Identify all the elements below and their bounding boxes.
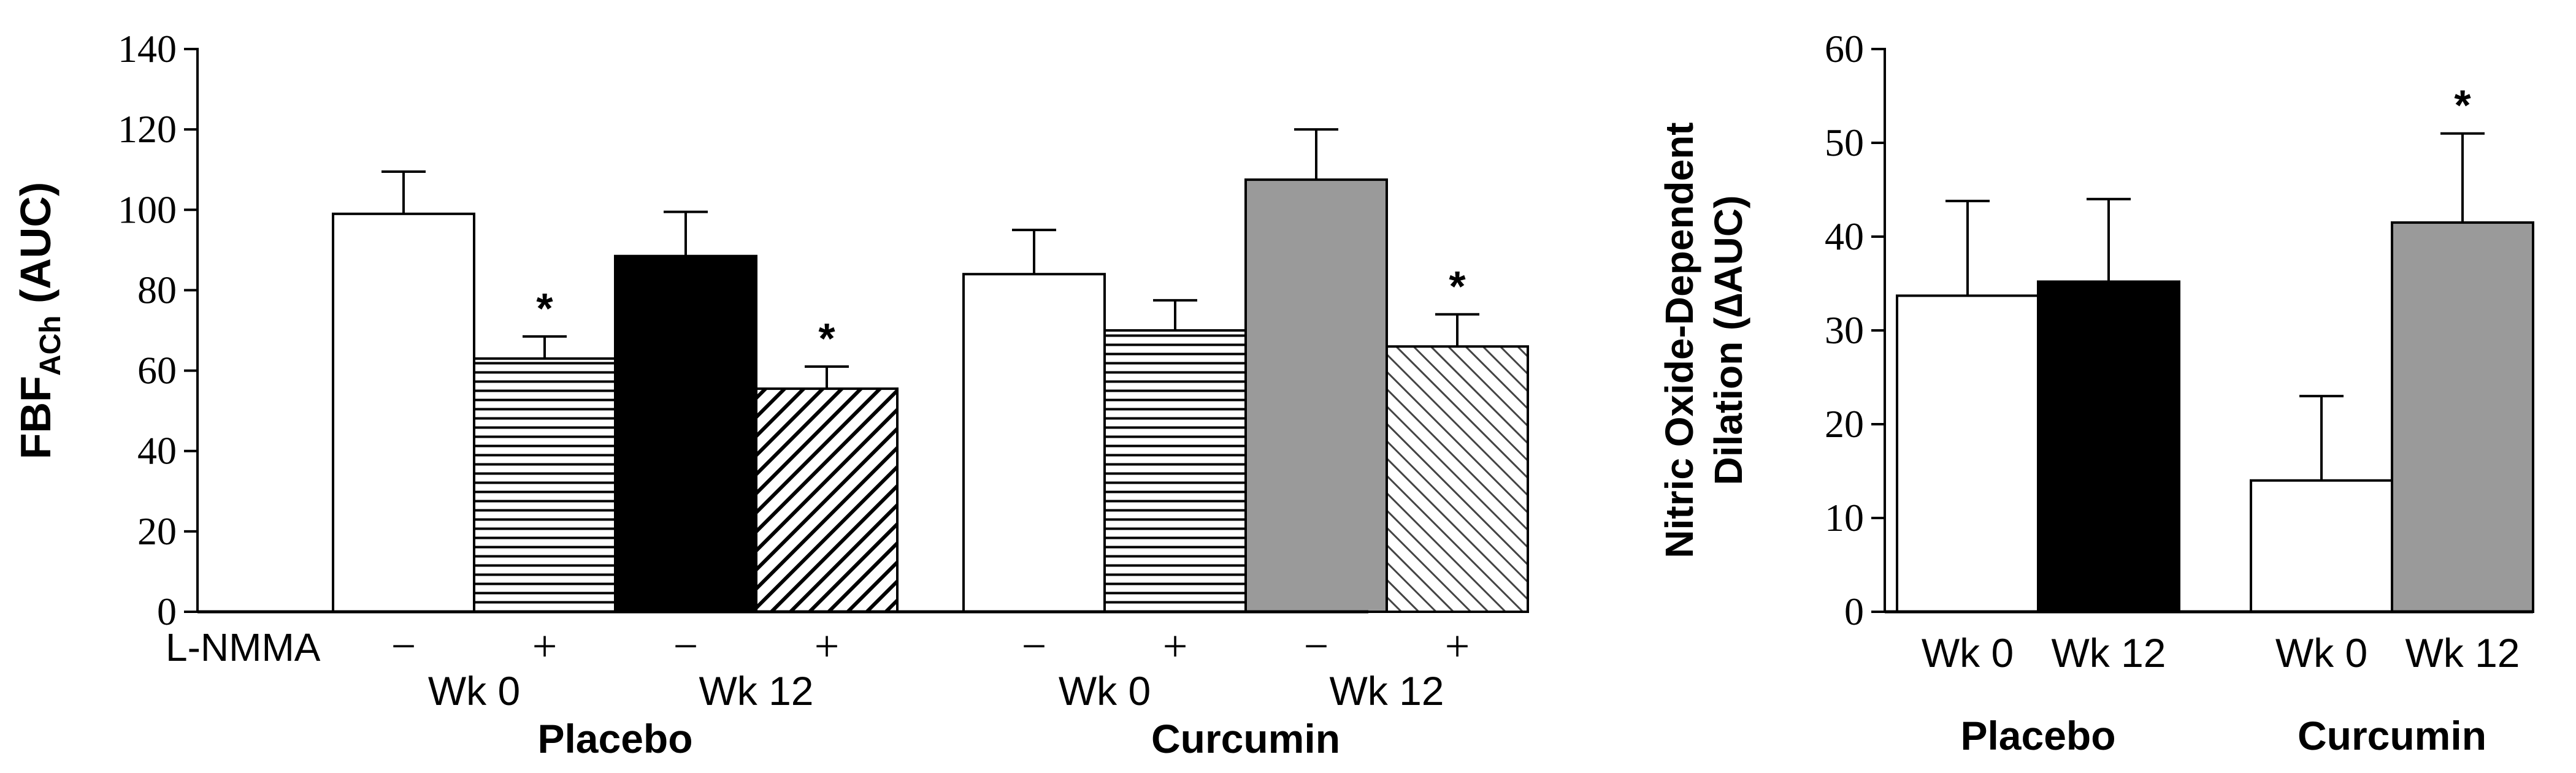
week-label: Wk 0 bbox=[2275, 630, 2367, 676]
lnmma-sign: + bbox=[532, 622, 558, 671]
week-label: Wk 12 bbox=[699, 668, 813, 714]
bar bbox=[473, 357, 616, 614]
y-tick-label: 30 bbox=[1825, 308, 1864, 352]
y-axis-title: FBFACh (AUC) bbox=[12, 182, 67, 459]
fbf-ach-bar-chart: FBFACh (AUC) 0 20 40 60 80 100 120 140 * * * L-NM… bbox=[12, 27, 1529, 761]
bar bbox=[2391, 221, 2534, 613]
bar bbox=[2250, 479, 2393, 613]
y-tick-label: 100 bbox=[118, 188, 177, 231]
y-axis-ticks: 0 10 20 30 40 50 60 bbox=[1825, 27, 1885, 633]
y-tick-label: 0 bbox=[1844, 590, 1864, 633]
y-tick-label: 140 bbox=[118, 27, 177, 70]
y-tick-label: 60 bbox=[1825, 27, 1864, 70]
week-label: Wk 0 bbox=[1059, 668, 1151, 714]
y-tick-label: 20 bbox=[1825, 402, 1864, 446]
y-tick-label: 20 bbox=[137, 509, 177, 553]
group-label: Curcumin bbox=[1151, 716, 1340, 761]
y-axis-title-line1: Nitric Oxide-Dependent bbox=[1657, 122, 1701, 558]
group-label: Placebo bbox=[1960, 713, 2115, 758]
significance-star: * bbox=[536, 284, 553, 332]
bars: * * * bbox=[332, 128, 1529, 614]
bar bbox=[962, 273, 1106, 613]
y-tick-label: 10 bbox=[1825, 496, 1864, 539]
y-axis-title-line2: Dilation (∆AUC) bbox=[1706, 196, 1750, 486]
week-label: Wk 12 bbox=[1329, 668, 1444, 714]
lnmma-signs: − + − + − + − + bbox=[391, 622, 1470, 671]
axes bbox=[196, 48, 1368, 614]
bar bbox=[332, 212, 475, 614]
lnmma-sign: + bbox=[815, 622, 840, 671]
week-labels: Wk 0 Wk 12 Wk 0 Wk 12 bbox=[1922, 630, 2520, 676]
y-tick-label: 80 bbox=[137, 268, 177, 311]
lnmma-sign: − bbox=[1022, 622, 1047, 671]
significance-star: * bbox=[818, 314, 835, 362]
significance-star: * bbox=[2454, 82, 2471, 129]
group-labels: Placebo Curcumin bbox=[1960, 713, 2486, 758]
bar bbox=[2037, 280, 2180, 613]
y-axis-ticks: 0 20 40 60 80 100 120 140 bbox=[118, 27, 197, 633]
y-tick-label: 60 bbox=[137, 349, 177, 392]
lnmma-sign: + bbox=[1163, 622, 1188, 671]
week-label: Wk 12 bbox=[2051, 630, 2166, 676]
lnmma-sign: + bbox=[1445, 622, 1470, 671]
significance-star: * bbox=[1449, 262, 1466, 310]
bar bbox=[755, 387, 899, 613]
bar bbox=[1386, 345, 1529, 613]
y-tick-label: 50 bbox=[1825, 121, 1864, 164]
lnmma-sign: − bbox=[673, 622, 699, 671]
lnmma-label: L-NMMA bbox=[166, 625, 321, 669]
bar bbox=[1896, 294, 2039, 613]
group-label: Placebo bbox=[537, 716, 692, 761]
y-tick-label: 120 bbox=[118, 107, 177, 151]
no-dependent-dilation-bar-chart: Nitric Oxide-Dependent Dilation (∆AUC) 0… bbox=[1657, 27, 2534, 758]
week-label: Wk 0 bbox=[428, 668, 520, 714]
group-labels: Placebo Curcumin bbox=[537, 716, 1340, 761]
week-label: Wk 0 bbox=[1922, 630, 2014, 676]
y-tick-label: 40 bbox=[137, 429, 177, 473]
bar bbox=[1244, 178, 1388, 614]
y-tick-label: 0 bbox=[157, 590, 177, 633]
week-label: Wk 12 bbox=[2405, 630, 2520, 676]
week-labels: Wk 0 Wk 12 Wk 0 Wk 12 bbox=[428, 668, 1444, 714]
bar bbox=[1103, 329, 1247, 613]
lnmma-sign: − bbox=[391, 622, 416, 671]
group-label: Curcumin bbox=[2298, 713, 2486, 758]
bar bbox=[614, 254, 757, 613]
axes bbox=[1884, 48, 2533, 614]
lnmma-sign: − bbox=[1304, 622, 1329, 671]
y-tick-label: 40 bbox=[1825, 215, 1864, 258]
bars: * bbox=[1896, 82, 2534, 613]
